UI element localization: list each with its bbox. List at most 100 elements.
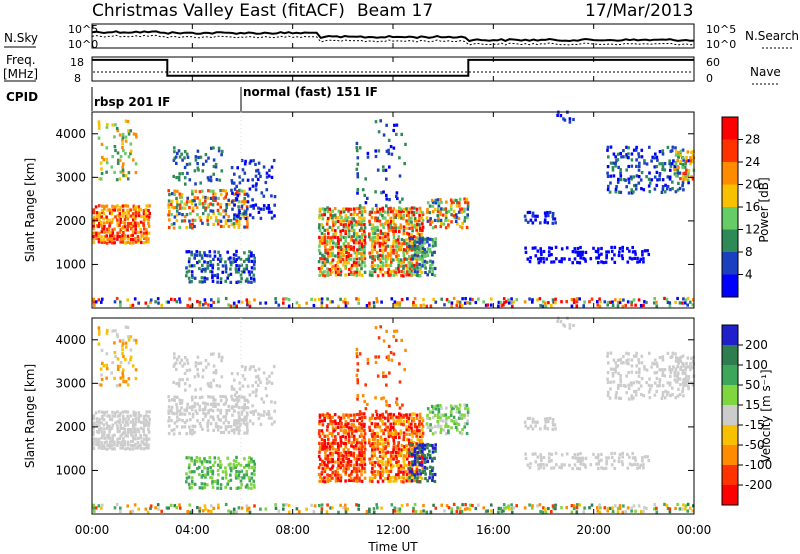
velocity-cell (350, 444, 353, 448)
velocity-cell (344, 429, 347, 433)
velocity-cell (97, 446, 101, 450)
velocity-cell (193, 459, 197, 463)
velocity-cell (455, 410, 459, 414)
power-cell (376, 225, 379, 229)
power-cell (526, 220, 530, 224)
power-cell (419, 209, 422, 213)
velocity-cell (384, 428, 387, 432)
power-cell (188, 178, 192, 182)
velocity-cell (191, 398, 194, 402)
power-cell (671, 180, 674, 184)
power-cell (402, 217, 405, 221)
power-cell (429, 264, 432, 268)
power-cell (121, 132, 125, 137)
velocity-cell (129, 447, 132, 451)
velocity-cell (175, 506, 179, 510)
velocity-cell (172, 428, 176, 432)
velocity-cell (386, 425, 390, 429)
velocity-cell (463, 425, 466, 429)
velocity-cell (198, 509, 201, 513)
velocity-cell (323, 469, 327, 473)
power-cell (410, 273, 414, 277)
velocity-cell (211, 482, 214, 486)
power-cell (212, 198, 215, 202)
power-cell (336, 267, 340, 271)
power-cell (685, 155, 688, 160)
colorbar-swatch (722, 365, 738, 386)
power-cell (245, 298, 249, 302)
power-cell (673, 172, 677, 176)
power-cell (398, 156, 401, 160)
power-cell (347, 251, 350, 256)
power-cell (177, 175, 181, 179)
velocity-cell (214, 371, 218, 375)
power-cell (627, 146, 630, 150)
power-cell (257, 171, 261, 175)
velocity-cell (678, 377, 682, 381)
velocity-cell (502, 509, 505, 513)
velocity-cell (405, 437, 409, 441)
power-cell (127, 129, 130, 133)
power-cell (411, 225, 414, 229)
power-cell (686, 174, 690, 178)
power-cell (210, 146, 213, 150)
velocity-cell (392, 464, 395, 468)
power-cell (408, 260, 411, 264)
velocity-cell (442, 413, 445, 417)
velocity-cell (622, 361, 625, 365)
velocity-cell (425, 466, 429, 470)
velocity-cell (196, 368, 199, 372)
power-cell (124, 211, 127, 215)
power-cell (95, 214, 99, 218)
power-cell (450, 304, 453, 308)
velocity-cell (363, 444, 366, 448)
velocity-cell (121, 371, 124, 375)
power-cell (361, 188, 365, 192)
velocity-cell (363, 429, 366, 433)
velocity-cell (458, 414, 462, 418)
power-cell (324, 248, 327, 252)
velocity-cell (353, 447, 356, 451)
power-cell (146, 304, 150, 308)
station-title: Christmas Valley East (fitACF) (92, 1, 345, 21)
velocity-cell (169, 408, 173, 412)
velocity-cell (185, 476, 189, 480)
velocity-cell (400, 475, 403, 480)
power-cell (619, 151, 622, 156)
velocity-cell (344, 423, 347, 427)
velocity-cell (422, 504, 425, 508)
velocity-cell (347, 426, 351, 430)
velocity-cell (413, 447, 417, 451)
power-cell (396, 196, 399, 201)
power-cell (412, 210, 416, 215)
velocity-cell (259, 507, 262, 511)
power-cell (426, 273, 429, 277)
velocity-cell (123, 443, 127, 447)
velocity-cell (267, 410, 270, 414)
velocity-cell (376, 441, 379, 446)
power-cell (334, 229, 337, 233)
power-cell (643, 300, 646, 304)
velocity-cell (180, 412, 184, 416)
power-cell (682, 158, 685, 162)
power-cell (423, 241, 426, 245)
velocity-cell (416, 437, 420, 442)
velocity-cell (410, 479, 414, 483)
power-cell (392, 232, 396, 236)
velocity-cell (431, 444, 434, 448)
power-cell (116, 161, 120, 165)
power-cell (318, 207, 322, 211)
velocity-cell (198, 506, 202, 510)
power-cell (489, 303, 493, 307)
velocity-cell (349, 418, 353, 423)
power-cell (214, 198, 217, 202)
power-cell (440, 200, 443, 204)
velocity-cell (389, 459, 392, 463)
velocity-cell (523, 420, 527, 424)
velocity-cell (324, 454, 327, 458)
velocity-cell (655, 371, 658, 375)
velocity-cell (108, 417, 112, 421)
power-cell (321, 207, 325, 211)
velocity-cell (181, 378, 184, 382)
velocity-cell (405, 463, 408, 467)
